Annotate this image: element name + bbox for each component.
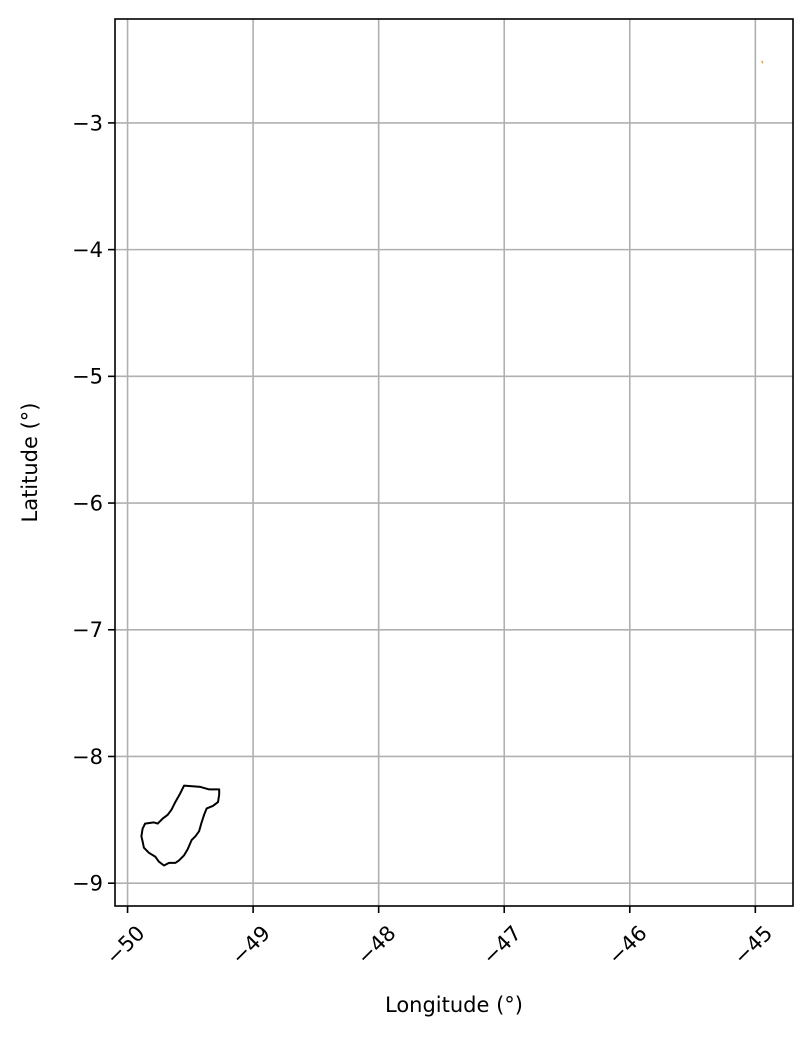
x-axis: −50 −49 −48 −47 −46 −45 xyxy=(101,906,777,969)
y-tick-label: −8 xyxy=(72,745,103,769)
x-axis-label: Longitude (°) xyxy=(385,993,523,1017)
grid xyxy=(115,19,793,906)
y-tick-label: −5 xyxy=(72,365,103,389)
plot-frame xyxy=(114,18,794,907)
x-tick-label: −46 xyxy=(603,921,651,969)
x-tick-label: −47 xyxy=(478,921,526,969)
y-tick-label: −6 xyxy=(72,491,103,515)
x-tick-label: −49 xyxy=(227,921,275,969)
small-feature-marker xyxy=(760,60,764,64)
y-axis-label: Latitude (°) xyxy=(18,403,42,523)
y-tick-label: −9 xyxy=(72,872,103,896)
y-axis: −3 −4 −5 −6 −7 −8 −9 xyxy=(72,111,115,896)
x-tick-label: −48 xyxy=(352,921,400,969)
region-outline xyxy=(140,784,221,867)
y-tick-label: −3 xyxy=(72,111,103,135)
x-tick-label: −50 xyxy=(101,921,149,969)
y-tick-label: −7 xyxy=(72,618,103,642)
y-tick-label: −4 xyxy=(72,238,103,262)
x-tick-label: −45 xyxy=(729,921,777,969)
